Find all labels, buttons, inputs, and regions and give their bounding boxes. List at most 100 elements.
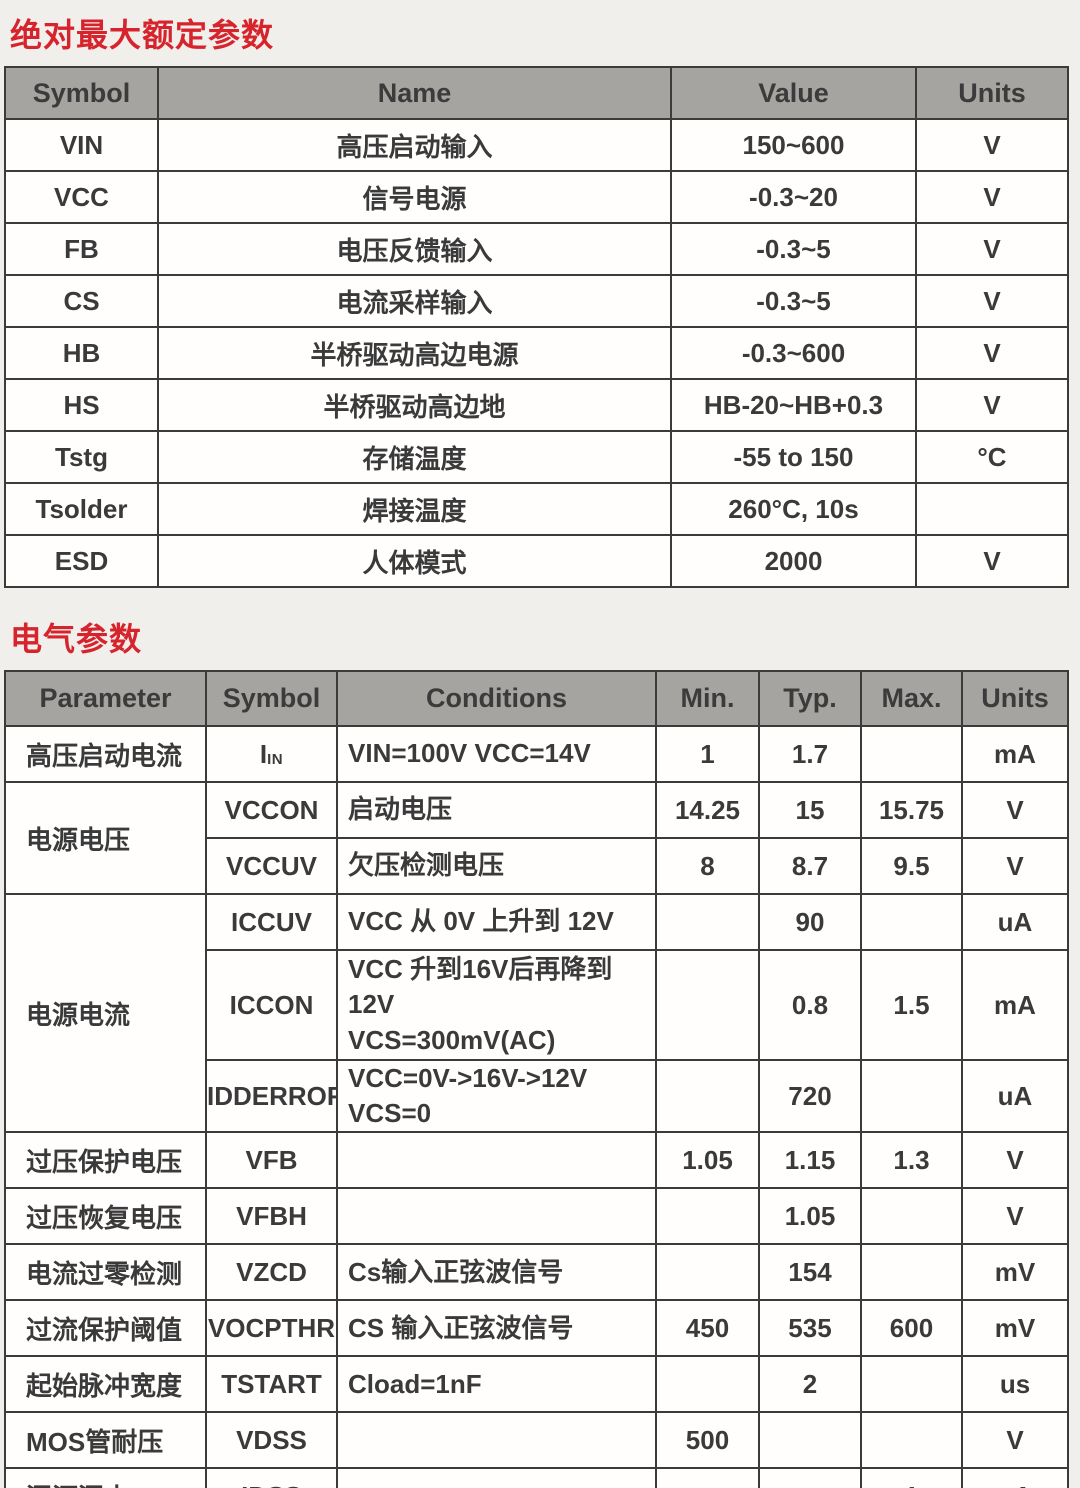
- cell-conditions: [336, 1187, 657, 1246]
- header-value: Value: [670, 66, 917, 120]
- cell-parameter: 漏源漏电: [4, 1467, 207, 1488]
- table-row: ICCON VCC 升到16V后再降到12V VCS=300mV(AC) 0.8…: [5, 949, 1069, 1061]
- table-row: 过流保护阈值 VOCPTHR CS 输入正弦波信号 450 535 600 mV: [4, 1299, 1069, 1358]
- cell-units: V: [961, 781, 1069, 839]
- cell-symbol: VCCUV: [205, 837, 338, 895]
- cell-units: V: [961, 1187, 1069, 1246]
- cell-units: uA: [961, 1467, 1069, 1488]
- cell-value: -55 to 150: [670, 430, 917, 484]
- cell-units: V: [915, 326, 1069, 380]
- cell-max: 9.5: [860, 837, 963, 895]
- cell-units: mA: [961, 725, 1069, 783]
- cell-typ: 535: [758, 1299, 862, 1358]
- table-row: 过压保护电压 VFB 1.05 1.15 1.3 V: [4, 1131, 1069, 1190]
- cell-conditions: CS 输入正弦波信号: [336, 1299, 657, 1358]
- cell-min: 14.25: [655, 781, 760, 839]
- cell-symbol: TSTART: [205, 1355, 338, 1414]
- cell-units: °C: [915, 430, 1069, 484]
- cell-conditions: VCC=0V->16V->12V VCS=0: [336, 1058, 657, 1134]
- cell-value: 260°C, 10s: [670, 482, 917, 536]
- cell-min: [655, 1467, 760, 1488]
- condition-line-2: VCS=300mV(AC): [348, 1024, 556, 1055]
- cell-symbol: VIN: [4, 118, 159, 172]
- cell-max: [860, 1243, 963, 1302]
- cell-units: V: [915, 170, 1069, 224]
- cell-name: 半桥驱动高边地: [157, 378, 672, 432]
- cell-units: V: [961, 837, 1069, 895]
- cell-name: 半桥驱动高边电源: [157, 326, 672, 380]
- symbol-main: I: [259, 738, 268, 769]
- cell-min: [655, 1355, 760, 1414]
- cell-conditions: VIN=100V VCC=14V: [336, 725, 657, 783]
- cell-parameter: 电源电流: [4, 892, 207, 1134]
- cell-value: HB-20~HB+0.3: [670, 378, 917, 432]
- cell-units: uA: [961, 893, 1069, 951]
- cell-symbol: VZCD: [205, 1243, 338, 1302]
- cell-symbol: VCC: [4, 170, 159, 224]
- cell-value: -0.3~5: [670, 222, 917, 276]
- cell-value: -0.3~20: [670, 170, 917, 224]
- cell-units: V: [915, 274, 1069, 328]
- cell-symbol: Tsolder: [4, 482, 159, 536]
- cell-symbol: HB: [4, 326, 159, 380]
- cell-name: 存储温度: [157, 430, 672, 484]
- cell-parameter: 高压启动电流: [4, 725, 207, 783]
- cell-units: V: [915, 378, 1069, 432]
- cell-parameter: 过流保护阈值: [4, 1299, 207, 1358]
- cell-name: 焊接温度: [157, 482, 672, 536]
- cell-parameter: 过压保护电压: [4, 1131, 207, 1190]
- electrical-table: Parameter Symbol Conditions Min. Typ. Ma…: [4, 670, 1069, 1488]
- cell-min: 1: [655, 725, 760, 783]
- abs-max-title: 绝对最大额定参数: [10, 17, 275, 53]
- abs-max-table: Symbol Name Value Units VIN 高压启动输入 150~6…: [4, 66, 1069, 588]
- cell-typ: 2: [758, 1355, 862, 1414]
- cell-symbol: ICCON: [205, 949, 338, 1061]
- cell-conditions: VCC 升到16V后再降到12V VCS=300mV(AC): [336, 949, 657, 1061]
- cell-units: mV: [961, 1299, 1069, 1358]
- cell-typ: 720: [758, 1058, 862, 1134]
- cell-parameter: 电流过零检测: [4, 1243, 207, 1302]
- cell-units: us: [961, 1355, 1069, 1414]
- cell-symbol: IIN: [205, 725, 338, 783]
- cell-name: 电流采样输入: [157, 274, 672, 328]
- header-name: Name: [157, 66, 672, 120]
- table-row: VIN 高压启动输入 150~600 V: [4, 118, 1069, 172]
- cell-symbol: IDDERROR: [205, 1058, 338, 1134]
- electrical-title: 电气参数: [10, 621, 143, 657]
- table-row: 电源电流 ICCUV VCC 从 0V 上升到 12V 90 uA: [4, 892, 1069, 1134]
- cell-typ: 0.8: [758, 949, 862, 1061]
- table-row: VCCUV 欠压检测电压 8 8.7 9.5 V: [5, 837, 1069, 895]
- cell-typ: [758, 1467, 862, 1488]
- cell-min: 450: [655, 1299, 760, 1358]
- cell-value: -0.3~5: [670, 274, 917, 328]
- cell-conditions: [336, 1131, 657, 1190]
- cell-typ: 1.7: [758, 725, 862, 783]
- cell-symbol: VFBH: [205, 1187, 338, 1246]
- header-min: Min.: [655, 670, 760, 727]
- cell-parameter: 电源电压: [4, 781, 207, 895]
- table-row: Tsolder 焊接温度 260°C, 10s: [4, 482, 1069, 536]
- cell-units: V: [915, 534, 1069, 588]
- cell-max: [860, 1355, 963, 1414]
- cell-min: [655, 1058, 760, 1134]
- cell-name: 高压启动输入: [157, 118, 672, 172]
- cell-units: [915, 482, 1069, 536]
- table-row: 过压恢复电压 VFBH 1.05 V: [4, 1187, 1069, 1246]
- cell-units: V: [961, 1131, 1069, 1190]
- cell-conditions: 启动电压: [336, 781, 657, 839]
- cell-conditions: Cs输入正弦波信号: [336, 1243, 657, 1302]
- header-conditions: Conditions: [336, 670, 657, 727]
- cell-parameter: MOS管耐压: [4, 1411, 207, 1470]
- cell-typ: 15: [758, 781, 862, 839]
- table-row: HB 半桥驱动高边电源 -0.3~600 V: [4, 326, 1069, 380]
- cell-units: V: [915, 222, 1069, 276]
- cell-max: [860, 725, 963, 783]
- cell-symbol: ICCUV: [205, 893, 338, 951]
- table-row: 起始脉冲宽度 TSTART Cload=1nF 2 us: [4, 1355, 1069, 1414]
- cell-units: uA: [961, 1058, 1069, 1134]
- cell-symbol: IDSS: [205, 1467, 338, 1488]
- cell-value: 150~600: [670, 118, 917, 172]
- cell-max: 1.3: [860, 1131, 963, 1190]
- cell-min: [655, 893, 760, 951]
